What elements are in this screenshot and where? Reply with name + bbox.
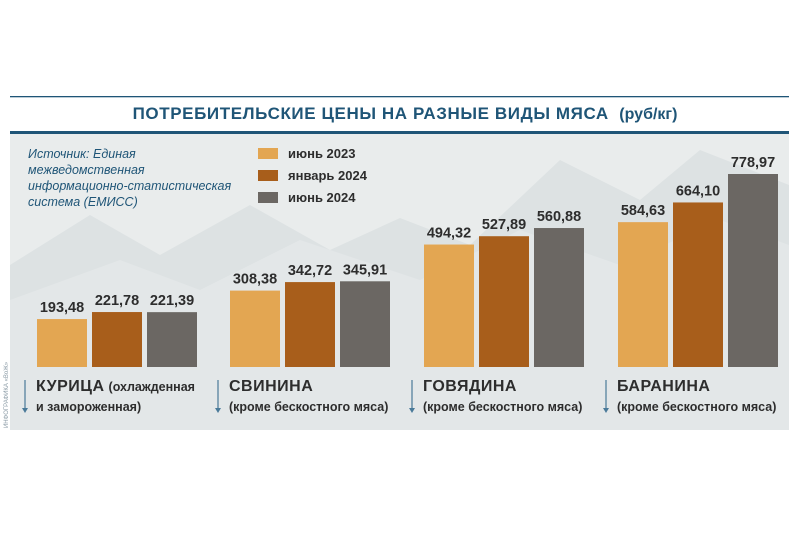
- category-main-4: БАРАНИНА: [617, 378, 710, 395]
- bar-3-3: [534, 228, 584, 367]
- legend-swatch-2: [258, 170, 278, 181]
- category-sub-4: (кроме бескостного мяса): [617, 400, 776, 414]
- data-label-2-2: 342,72: [288, 263, 332, 279]
- header-divider-top: [10, 96, 789, 98]
- source-line-1: Источник: Единая: [28, 147, 136, 161]
- legend-label-1: июнь 2023: [288, 146, 355, 161]
- data-label-4-2: 664,10: [676, 183, 720, 199]
- data-label-4-1: 584,63: [621, 203, 665, 219]
- legend-swatch-3: [258, 192, 278, 203]
- bar-2-3: [340, 281, 390, 367]
- category-label-4: БАРАНИНА: [617, 378, 710, 395]
- source-note: Источник: Единая межведомственная информ…: [28, 147, 231, 209]
- legend-swatch-1: [258, 148, 278, 159]
- background-mountains-front: [10, 220, 789, 430]
- source-line-4: система (ЕМИСС): [28, 195, 138, 209]
- bars-layer: 193,48 221,78 221,39 308,38 342,72 345,91 494,…: [37, 155, 778, 367]
- category-main-1: КУРИЦА: [36, 378, 105, 395]
- category-sub-2: (кроме бескостного мяса): [229, 400, 388, 414]
- legend: июнь 2023 январь 2024 июнь 2024: [258, 146, 368, 205]
- data-label-1-1: 193,48: [40, 300, 84, 316]
- data-label-3-1: 494,32: [427, 226, 471, 242]
- chart-title: ПОТРЕБИТЕЛЬСКИЕ ЦЕНЫ НА РАЗНЫЕ ВИДЫ МЯСА…: [133, 104, 678, 123]
- bar-2-1: [230, 290, 280, 367]
- bar-3-2: [479, 236, 529, 367]
- data-label-1-2: 221,78: [95, 293, 139, 309]
- category-main-2: СВИНИНА: [229, 378, 313, 395]
- legend-label-3: июнь 2024: [288, 190, 356, 205]
- chart-title-unit: (руб/кг): [619, 106, 677, 123]
- category-marker-arrow-1: [22, 408, 28, 413]
- category-marker-arrow-4: [603, 408, 609, 413]
- data-label-1-3: 221,39: [150, 293, 194, 309]
- chart-title-main: ПОТРЕБИТЕЛЬСКИЕ ЦЕНЫ НА РАЗНЫЕ ВИДЫ МЯСА: [133, 104, 609, 123]
- category-sub-3: (кроме бескостного мяса): [423, 400, 582, 414]
- category-label-1: КУРИЦА (охлажденная: [36, 378, 195, 395]
- data-label-4-3: 778,97: [731, 155, 775, 171]
- bar-3-1: [424, 244, 474, 367]
- data-label-3-2: 527,89: [482, 217, 526, 233]
- bar-2-2: [285, 282, 335, 367]
- source-line-3: информационно-статистическая: [28, 179, 231, 193]
- source-line-2: межведомственная: [28, 163, 145, 177]
- category-label-3: ГОВЯДИНА: [423, 378, 517, 395]
- bar-1-3: [147, 312, 197, 367]
- legend-label-2: январь 2024: [288, 168, 368, 183]
- bar-4-3: [728, 174, 778, 367]
- data-label-3-3: 560,88: [537, 209, 581, 225]
- category-marker-arrow-2: [215, 408, 221, 413]
- bar-4-2: [673, 202, 723, 367]
- data-label-2-3: 345,91: [343, 262, 387, 278]
- category-sub-1: и замороженная): [36, 400, 141, 414]
- category-suffix-1: (охлажденная: [109, 380, 195, 394]
- category-main-3: ГОВЯДИНА: [423, 378, 517, 395]
- categories-layer: КУРИЦА (охлажденная и замороженная) СВИНИНА…: [22, 378, 776, 414]
- bar-4-1: [618, 222, 668, 367]
- bar-1-1: [37, 319, 87, 367]
- data-label-2-1: 308,38: [233, 272, 277, 288]
- category-label-2: СВИНИНА: [229, 378, 313, 395]
- credit-text: ИНФОГРАФИКА «ВоЖ»: [4, 361, 10, 428]
- header-divider-bottom: [10, 131, 789, 134]
- bar-1-2: [92, 312, 142, 367]
- category-marker-arrow-3: [409, 408, 415, 413]
